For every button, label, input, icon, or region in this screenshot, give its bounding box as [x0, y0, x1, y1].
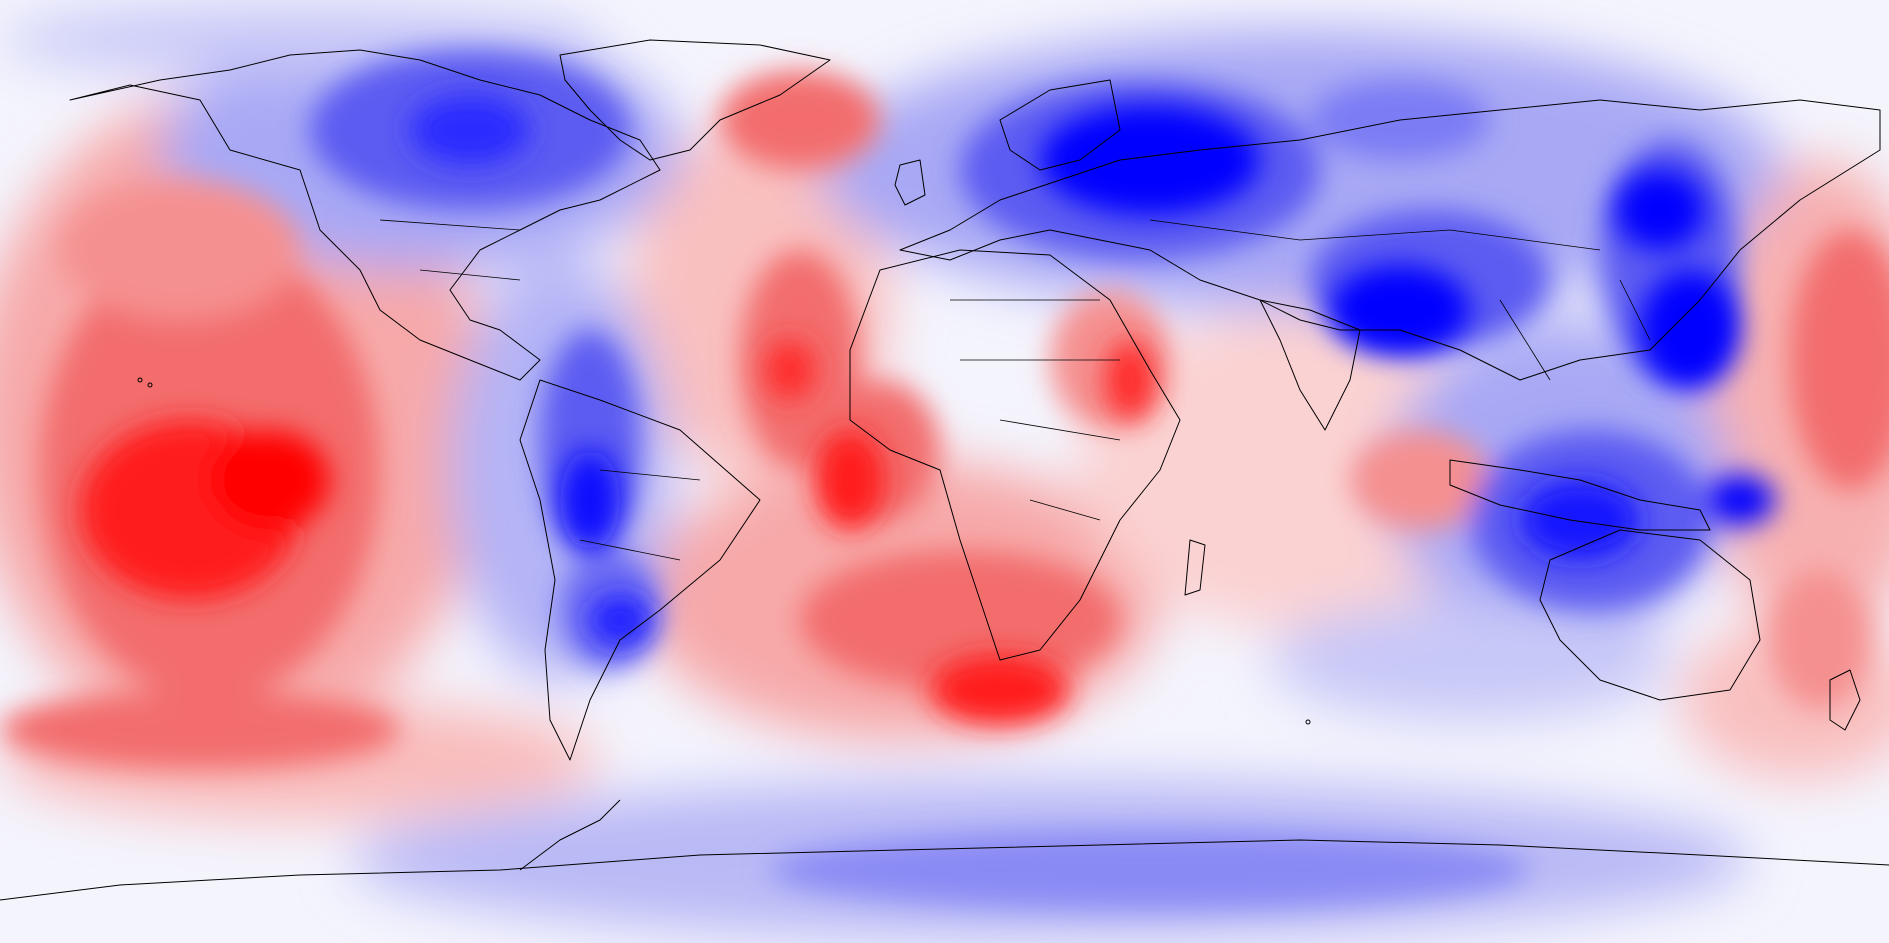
core-anomaly-layer [80, 95, 1775, 725]
world-coastline-outline [0, 39, 1889, 901]
